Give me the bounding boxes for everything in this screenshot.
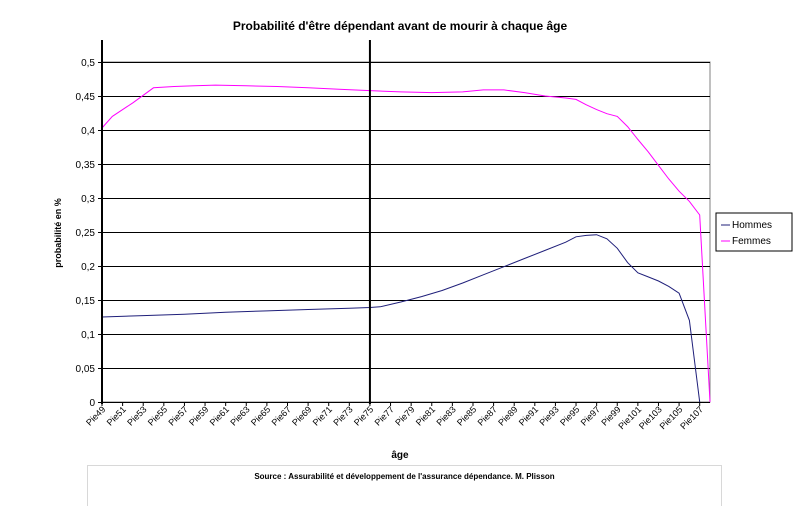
y-tick-label: 0,1	[81, 330, 95, 341]
chart-title: Probabilité d'être dépendant avant de mo…	[233, 19, 568, 33]
y-tick-label: 0,3	[81, 194, 95, 205]
x-tick-label: Pie81	[414, 404, 437, 427]
series-line-femmes	[101, 84, 711, 403]
x-tick-label: Pie79	[393, 404, 416, 427]
y-tick-label: 0,15	[76, 296, 96, 307]
x-tick-label: Pie57	[166, 404, 189, 427]
x-axis-ticks: Pie49Pie51Pie53Pie55Pie57Pie59Pie61Pie63…	[84, 402, 705, 431]
y-tick-label: 0,45	[76, 92, 96, 103]
x-tick-label: Pie59	[187, 404, 210, 427]
source-box: Source : Assurabilité et développement d…	[87, 465, 722, 506]
gridlines	[101, 61, 711, 403]
x-tick-label: Pie91	[517, 404, 540, 427]
x-tick-label: Pie97	[579, 404, 602, 427]
x-axis-label: âge	[391, 450, 409, 461]
series-layer	[101, 84, 711, 403]
y-tick-label: 0,05	[76, 364, 96, 375]
y-tick-label: 0,25	[76, 228, 96, 239]
x-tick-label: Pie61	[208, 404, 231, 427]
x-tick-label: Pie67	[270, 404, 293, 427]
x-tick-label: Pie69	[290, 404, 313, 427]
y-axis-label: probabilité en %	[53, 198, 63, 268]
x-tick-label: Pie93	[537, 404, 560, 427]
x-tick-label: Pie73	[331, 404, 354, 427]
x-tick-label: Pie107	[678, 404, 705, 431]
x-tick-label: Pie49	[84, 404, 107, 427]
y-tick-label: 0	[89, 398, 95, 409]
y-tick-label: 0,4	[81, 126, 95, 137]
x-tick-label: Pie83	[434, 404, 457, 427]
x-tick-label: Pie89	[496, 404, 519, 427]
x-tick-label: Pie77	[373, 404, 396, 427]
x-tick-label: Pie63	[228, 404, 251, 427]
legend: Hommes Femmes	[715, 212, 793, 252]
x-tick-label: Pie55	[146, 404, 169, 427]
series-line-hommes	[101, 234, 701, 403]
y-axis-ticks: 0 0,05 0,1 0,15 0,2 0,25 0,3 0,35 0,4 0,45 0,5	[76, 58, 102, 409]
legend-label-femmes: Femmes	[732, 236, 771, 247]
x-tick-label: Pie71	[311, 404, 334, 427]
y-tick-label: 0,2	[81, 262, 95, 273]
x-tick-label: Pie65	[249, 404, 272, 427]
x-tick-label: Pie85	[455, 404, 478, 427]
x-tick-label: Pie53	[125, 404, 148, 427]
source-text: Source : Assurabilité et développement d…	[254, 472, 555, 481]
age-marker-lines	[101, 40, 371, 404]
legend-box	[715, 212, 793, 252]
legend-label-hommes: Hommes	[732, 220, 772, 231]
x-tick-label: Pie87	[476, 404, 499, 427]
x-tick-label: Pie95	[558, 404, 581, 427]
x-tick-label: Pie51	[105, 404, 128, 427]
y-tick-label: 0,35	[76, 160, 96, 171]
x-tick-label: Pie75	[352, 404, 375, 427]
y-tick-label: 0,5	[81, 58, 95, 69]
